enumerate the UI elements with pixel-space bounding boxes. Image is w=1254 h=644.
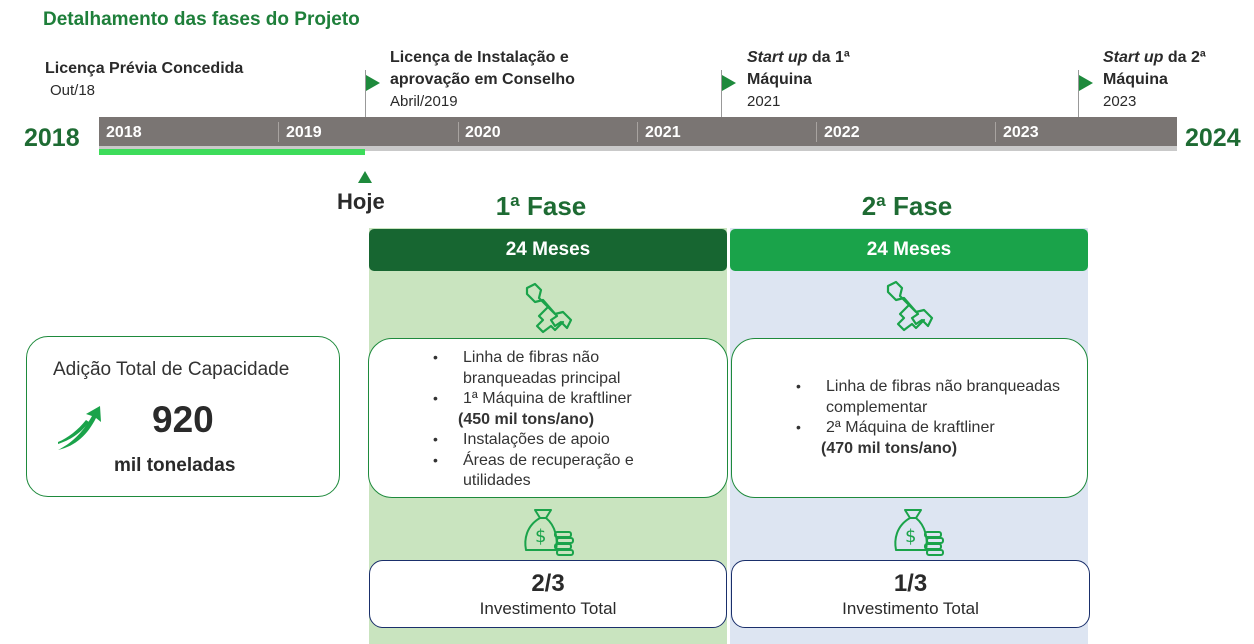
phase-2-scope-box: Linha de fibras não branqueadascomplemen… bbox=[731, 338, 1088, 498]
scope-item: Linha de fibras não bbox=[433, 347, 634, 369]
capacity-title: Adição Total de Capacidade bbox=[53, 359, 290, 380]
timeline-progress bbox=[99, 149, 366, 155]
svg-text:$: $ bbox=[535, 526, 546, 547]
milestone-title-line2: Máquina bbox=[1103, 71, 1168, 88]
scope-item: branqueadas principal bbox=[463, 369, 621, 387]
svg-text:$: $ bbox=[905, 526, 916, 547]
year-tick bbox=[458, 122, 459, 142]
year-tick bbox=[816, 122, 817, 142]
scope-item: (470 mil tons/ano) bbox=[821, 439, 958, 457]
milestone-marker-line bbox=[1078, 70, 1079, 117]
year-label: 2018 bbox=[106, 124, 142, 141]
scope-item: 1ª Máquina de kraftliner bbox=[433, 388, 634, 410]
phase-1-title: 1ª Fase bbox=[495, 191, 587, 221]
scope-item: utilidades bbox=[463, 472, 531, 489]
investment-label: Investimento Total bbox=[479, 599, 617, 618]
year-label: 2023 bbox=[1003, 124, 1039, 141]
phase-1-investment-box: 2/3 Investimento Total bbox=[369, 560, 727, 628]
timeline-end-year: 2024 bbox=[1185, 124, 1241, 152]
scope-item: 2ª Máquina de kraftliner bbox=[796, 417, 1060, 439]
today-marker-icon bbox=[358, 171, 372, 183]
milestone-title-line2: Máquina bbox=[747, 71, 812, 88]
year-tick bbox=[995, 122, 996, 142]
capacity-unit: mil toneladas bbox=[114, 455, 236, 476]
phase-2-duration: 24 Meses bbox=[730, 229, 1088, 271]
year-label: 2020 bbox=[465, 124, 501, 141]
milestone-title-rest: da 1ª bbox=[807, 49, 850, 66]
milestone-marker-line bbox=[721, 70, 722, 117]
phase-2-title: 2ª Fase bbox=[861, 191, 953, 221]
money-bag-coins-icon: $ bbox=[524, 509, 574, 556]
milestone-arrow-icon bbox=[722, 75, 736, 91]
capacity-box bbox=[26, 336, 340, 497]
money-bag-coins-icon: $ bbox=[894, 509, 944, 556]
milestone-title-rest: da 2ª bbox=[1163, 49, 1206, 66]
phase-2-investment-box: 1/3 Investimento Total bbox=[731, 560, 1090, 628]
milestone-date: Abril/2019 bbox=[390, 93, 458, 110]
wrench-hand-icon bbox=[525, 282, 573, 334]
investment-label: Investimento Total bbox=[842, 599, 979, 618]
milestone-title: Licença Prévia Concedida bbox=[45, 60, 244, 77]
milestone-arrow-icon bbox=[1079, 75, 1093, 91]
scope-item: Linha de fibras não branqueadas bbox=[796, 376, 1060, 398]
phase-2-scope-list: Linha de fibras não branqueadascomplemen… bbox=[796, 376, 1060, 459]
milestone-date: Out/18 bbox=[50, 82, 96, 99]
today-label: Hoje bbox=[337, 189, 385, 214]
scope-item: (450 mil tons/ano) bbox=[458, 410, 595, 428]
milestone-title-italic: Start up bbox=[1103, 49, 1164, 66]
scope-item: Áreas de recuperação e bbox=[433, 450, 634, 472]
milestone-title-line2: aprovação em Conselho bbox=[390, 71, 575, 88]
milestone-licenca-previa: Licença Prévia Concedida Out/18 bbox=[45, 58, 243, 102]
milestone-title-italic: Start up bbox=[747, 49, 808, 66]
year-tick bbox=[278, 122, 279, 142]
milestone-startup-1: Start up da 1ª Máquina 2021 bbox=[747, 47, 850, 113]
milestone-date: 2021 bbox=[747, 93, 781, 110]
milestone-licenca-instalacao: Licença de Instalação e aprovação em Con… bbox=[390, 47, 575, 113]
milestone-date: 2023 bbox=[1103, 93, 1137, 110]
scope-item: complementar bbox=[826, 398, 928, 416]
wrench-hand-icon bbox=[886, 280, 934, 332]
investment-fraction: 2/3 bbox=[531, 570, 565, 597]
milestone-startup-2: Start up da 2ª Máquina 2023 bbox=[1103, 47, 1206, 113]
timeline-start-year: 2018 bbox=[24, 124, 80, 152]
growth-arrow-icon bbox=[58, 406, 101, 450]
phase-1-duration: 24 Meses bbox=[369, 229, 727, 271]
milestone-title-line1: Licença de Instalação e bbox=[390, 49, 569, 66]
investment-fraction: 1/3 bbox=[893, 570, 928, 597]
capacity-value: 920 bbox=[152, 399, 214, 440]
milestone-arrow-icon bbox=[366, 75, 380, 91]
year-label: 2022 bbox=[824, 124, 860, 141]
year-label: 2021 bbox=[645, 124, 681, 141]
scope-item: Instalações de apoio bbox=[433, 429, 634, 451]
page-title: Detalhamento das fases do Projeto bbox=[43, 9, 360, 30]
year-tick bbox=[637, 122, 638, 142]
milestone-marker-line bbox=[365, 70, 366, 117]
year-label: 2019 bbox=[286, 124, 322, 141]
